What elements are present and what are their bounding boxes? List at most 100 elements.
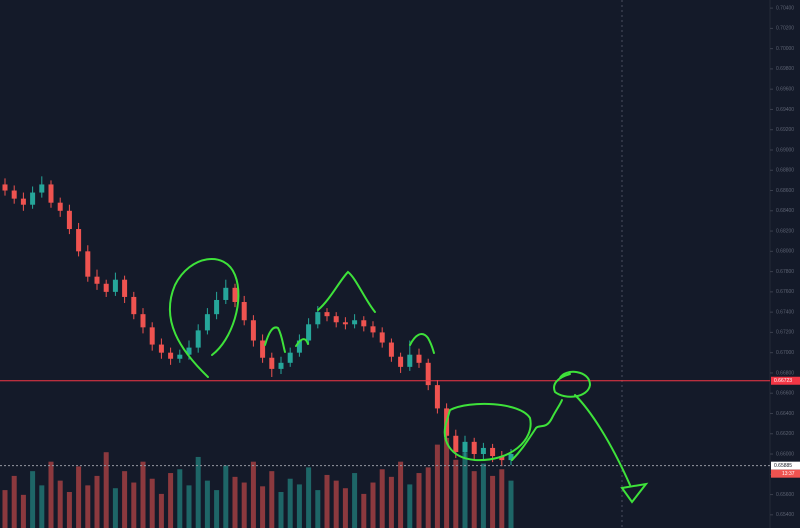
candle-body: [250, 320, 256, 341]
price-label-box: [771, 461, 800, 470]
candle-body: [260, 340, 266, 358]
candle-body: [158, 344, 164, 353]
candle-body: [122, 279, 128, 297]
volume-bar: [66, 492, 72, 528]
volume-bar: [287, 478, 293, 528]
y-tick-label: 0.67200: [776, 330, 794, 336]
candle-body: [278, 362, 284, 369]
candle-body: [324, 312, 330, 317]
peak-annotation: [317, 270, 376, 313]
volume-bar: [342, 488, 348, 528]
y-tick-label: 0.66600: [776, 391, 794, 397]
volume-bar: [140, 461, 146, 528]
volume-bar: [434, 444, 440, 528]
volume-bar: [379, 469, 385, 528]
candle-body: [76, 229, 82, 252]
volume-bar: [177, 469, 183, 528]
candle-body: [112, 279, 118, 292]
candle-body: [370, 326, 376, 333]
path-annotation: [511, 399, 563, 461]
y-tick-label: 0.67800: [776, 269, 794, 275]
candle-body: [232, 287, 238, 303]
volume-bar: [2, 490, 8, 528]
candle-body: [66, 210, 72, 230]
volume-bar: [103, 452, 109, 528]
candle-body: [11, 190, 17, 199]
candle-body: [168, 352, 174, 359]
y-tick-label: 0.68800: [776, 168, 794, 174]
volume-bar: [315, 490, 321, 528]
circle-annotation: [443, 402, 532, 462]
y-tick-label: 0.69600: [776, 87, 794, 93]
volume-bar: [195, 456, 201, 528]
candle-body: [434, 385, 440, 409]
candle-body: [214, 299, 220, 315]
y-tick-label: 0.69200: [776, 127, 794, 133]
volume-bar: [232, 476, 238, 528]
volume-bar: [122, 471, 128, 528]
candle-body: [462, 441, 468, 452]
volume-bar: [30, 471, 36, 528]
candle-body: [490, 447, 496, 457]
candle-body: [306, 324, 312, 341]
y-tick-label: 0.66800: [776, 370, 794, 376]
volume-bar: [158, 493, 164, 528]
candle-body: [223, 287, 229, 300]
volume-bar: [416, 473, 422, 528]
y-tick-label: 0.70200: [776, 26, 794, 32]
candle-body: [177, 354, 183, 359]
candle-body: [388, 342, 394, 357]
candle-body: [48, 184, 54, 203]
candle-body: [269, 357, 275, 369]
volume-bar: [296, 484, 302, 528]
y-tick-label: 0.69000: [776, 147, 794, 153]
candle-body: [471, 441, 477, 455]
volume-bar: [407, 484, 413, 528]
price-label-box: [771, 376, 800, 385]
y-tick-label: 0.70400: [776, 5, 794, 11]
candle-body: [186, 347, 192, 355]
candle-body: [453, 435, 459, 452]
price-label: 0.65885: [774, 463, 792, 469]
volume-bar: [112, 488, 118, 528]
candle-body: [195, 330, 201, 348]
arrow-annotation: [574, 394, 631, 486]
volume-bar: [57, 480, 63, 528]
volume-bar: [223, 465, 229, 528]
candle-body: [94, 276, 100, 284]
candle-body: [480, 447, 486, 455]
candle-body: [333, 316, 339, 323]
volume-bar: [499, 469, 505, 528]
candle-body: [103, 283, 109, 292]
volume-bar: [370, 482, 376, 528]
time-label: 13:37: [782, 471, 795, 477]
candle-body: [20, 198, 26, 205]
volume-bar: [471, 471, 477, 528]
volume-bar: [352, 473, 358, 528]
candle-body: [149, 327, 155, 345]
candle-body: [361, 320, 367, 327]
volume-bar: [490, 475, 496, 528]
y-tick-label: 0.67400: [776, 309, 794, 315]
y-tick-label: 0.69800: [776, 66, 794, 72]
volume-bar: [48, 461, 54, 528]
volume-bar: [398, 461, 404, 528]
peak-annotation: [264, 326, 286, 353]
y-tick-label: 0.66000: [776, 451, 794, 457]
volume-bar: [204, 480, 210, 528]
volume-bar: [508, 480, 514, 528]
candle-body: [416, 354, 422, 363]
price-axis: 0.654000.656000.658000.660000.662000.664…: [770, 5, 800, 518]
price-label: 0.66723: [774, 378, 792, 384]
candle-body: [296, 340, 302, 353]
volume-bar: [324, 474, 330, 528]
volume-bar: [278, 492, 284, 528]
volume-bar: [94, 475, 100, 528]
candle-body: [379, 332, 385, 343]
y-tick-label: 0.67000: [776, 350, 794, 356]
volume-bar: [333, 480, 339, 528]
circle-annotation: [168, 258, 240, 378]
volume-bar: [85, 485, 91, 528]
candle-body: [30, 192, 36, 205]
